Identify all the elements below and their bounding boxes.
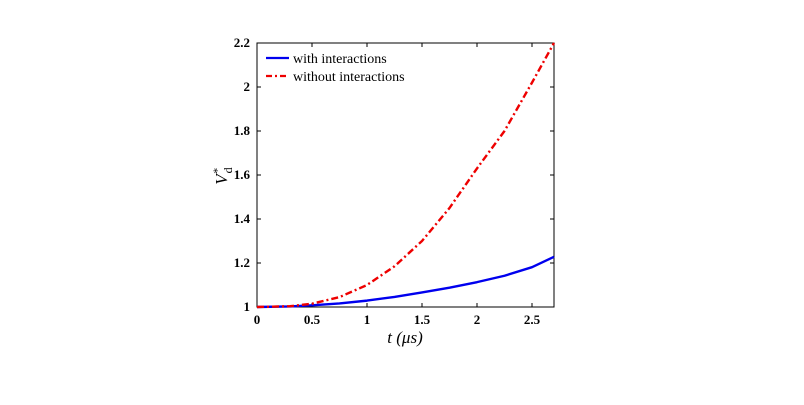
x-tick-label: 0.5	[304, 312, 321, 327]
x-tick-label: 0	[254, 312, 261, 327]
y-tick-label: 1.2	[234, 255, 250, 270]
x-axis-label: t (μs)	[387, 328, 423, 347]
y-tick-label: 1.4	[234, 211, 251, 226]
series-line-with-interactions	[256, 255, 555, 309]
y-tick-label: 1	[244, 299, 251, 314]
y-tick-label: 1.6	[234, 167, 251, 182]
x-tick-label: 2.5	[524, 312, 541, 327]
legend-label-with-interactions: with interactions	[293, 52, 387, 67]
series-line-without-interactions	[256, 42, 556, 309]
y-axis-label: V*d	[210, 167, 235, 184]
x-tick-label: 2	[474, 312, 481, 327]
y-tick-label: 1.8	[234, 123, 251, 138]
series-layer	[256, 42, 556, 309]
y-axis-label-sub: d	[221, 167, 235, 173]
x-tick-label: 1	[364, 312, 371, 327]
y-axis-label-sup: *	[210, 168, 224, 174]
y-tick-label: 2.2	[234, 35, 250, 50]
y-axis-ticks: 1 1.2 1.4 1.6 1.8 2 2.2	[234, 35, 554, 314]
legend-label-without-interactions: without interactions	[293, 70, 405, 85]
x-tick-label: 1.5	[414, 312, 431, 327]
legend: with interactions without interactions	[266, 52, 405, 85]
x-axis-ticks: 0 0.5 1 1.5 2 2.5	[254, 43, 541, 327]
y-tick-label: 2	[244, 79, 251, 94]
y-axis-label-main: V	[212, 172, 231, 185]
